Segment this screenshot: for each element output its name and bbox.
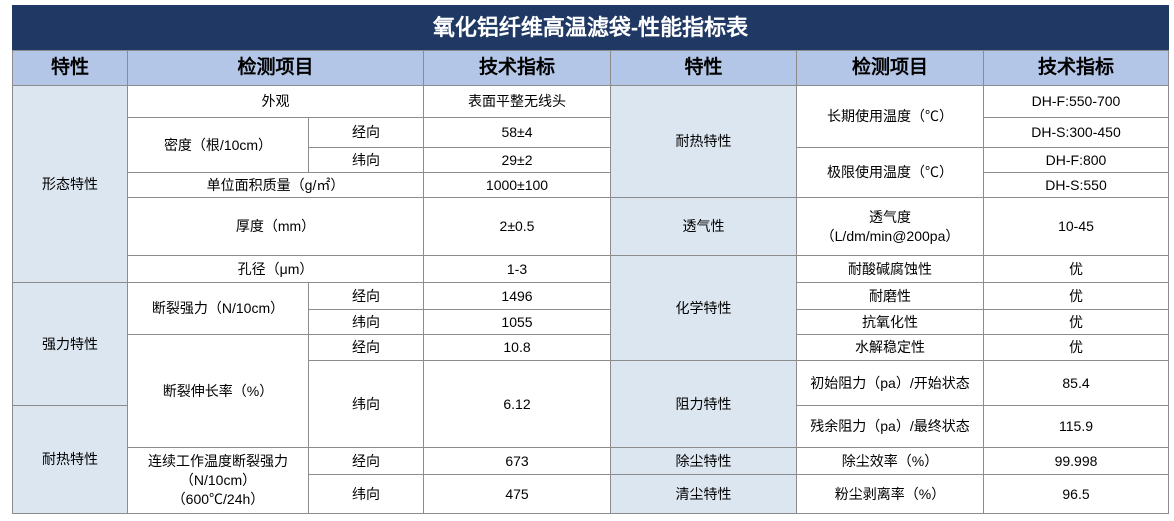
category-cell: 清尘特性 <box>610 474 797 514</box>
table-cell: 单位面积质量（g/㎡） <box>127 172 424 198</box>
table-cell: 密度（根/10cm） <box>127 117 309 173</box>
table-cell: 1000±100 <box>423 172 611 198</box>
table-cell: 孔径（μm） <box>127 255 424 283</box>
table-cell: 10.8 <box>423 334 611 361</box>
table-cell: 纬向 <box>308 360 424 448</box>
header-cell: 检测项目 <box>127 50 424 86</box>
table-cell: DH-S:550 <box>983 172 1169 198</box>
table-cell: 连续工作温度断裂强力 （N/10cm） （600℃/24h） <box>127 447 309 514</box>
table-cell: 粉尘剥离率（%） <box>796 474 984 514</box>
category-cell: 强力特性 <box>12 282 128 406</box>
table-cell: DH-S:300-450 <box>983 117 1169 148</box>
table-cell: 残余阻力（pa）/最终状态 <box>796 405 984 448</box>
header-cell: 技术指标 <box>423 50 611 86</box>
table-cell: 纬向 <box>308 309 424 335</box>
table-cell: 6.12 <box>423 360 611 448</box>
category-cell: 阻力特性 <box>610 360 797 448</box>
table-cell: 外观 <box>127 85 424 118</box>
table-cell: 初始阻力（pa）/开始状态 <box>796 360 984 406</box>
table-cell: 1-3 <box>423 255 611 283</box>
table-cell: 极限使用温度（℃） <box>796 147 984 198</box>
table-cell: 纬向 <box>308 474 424 514</box>
table-cell: 96.5 <box>983 474 1169 514</box>
table-cell: 99.998 <box>983 447 1169 475</box>
table-cell: 2±0.5 <box>423 197 611 256</box>
table-cell: 经向 <box>308 447 424 475</box>
table-cell: 抗氧化性 <box>796 309 984 335</box>
table-cell: 475 <box>423 474 611 514</box>
table-cell: DH-F:550-700 <box>983 85 1169 118</box>
table-cell: 断裂伸长率（%） <box>127 334 309 448</box>
table-cell: DH-F:800 <box>983 147 1169 173</box>
category-cell: 化学特性 <box>610 255 797 361</box>
table-cell: 纬向 <box>308 147 424 173</box>
header-cell: 特性 <box>12 50 128 86</box>
table-cell: 优 <box>983 334 1169 361</box>
table-cell: 长期使用温度（℃） <box>796 85 984 148</box>
table-cell: 经向 <box>308 117 424 148</box>
table-cell: 优 <box>983 255 1169 283</box>
table-cell: 经向 <box>308 334 424 361</box>
header-cell: 技术指标 <box>983 50 1169 86</box>
table-cell: 115.9 <box>983 405 1169 448</box>
table-cell: 厚度（mm） <box>127 197 424 256</box>
table-cell: 除尘效率（%） <box>796 447 984 475</box>
category-cell: 除尘特性 <box>610 447 797 475</box>
table-cell: 耐酸碱腐蚀性 <box>796 255 984 283</box>
table-cell: 优 <box>983 282 1169 310</box>
table-cell: 优 <box>983 309 1169 335</box>
category-cell: 透气性 <box>610 197 797 256</box>
table-cell: 1496 <box>423 282 611 310</box>
table-cell: 经向 <box>308 282 424 310</box>
table-cell: 水解稳定性 <box>796 334 984 361</box>
category-cell: 耐热特性 <box>12 405 128 514</box>
table-cell: 85.4 <box>983 360 1169 406</box>
category-cell: 耐热特性 <box>610 85 797 198</box>
table-cell: 表面平整无线头 <box>423 85 611 118</box>
table-cell: 58±4 <box>423 117 611 148</box>
category-cell: 形态特性 <box>12 85 128 283</box>
table-title: 氧化铝纤维高温滤袋-性能指标表 <box>12 5 1169 51</box>
table-cell: 29±2 <box>423 147 611 173</box>
table-cell: 10-45 <box>983 197 1169 256</box>
table-cell: 耐磨性 <box>796 282 984 310</box>
table-cell: 673 <box>423 447 611 475</box>
table-cell: 透气度 （L/dm/min@200pa） <box>796 197 984 256</box>
header-cell: 检测项目 <box>796 50 984 86</box>
table-cell: 断裂强力（N/10cm） <box>127 282 309 335</box>
table-cell: 1055 <box>423 309 611 335</box>
header-cell: 特性 <box>610 50 797 86</box>
